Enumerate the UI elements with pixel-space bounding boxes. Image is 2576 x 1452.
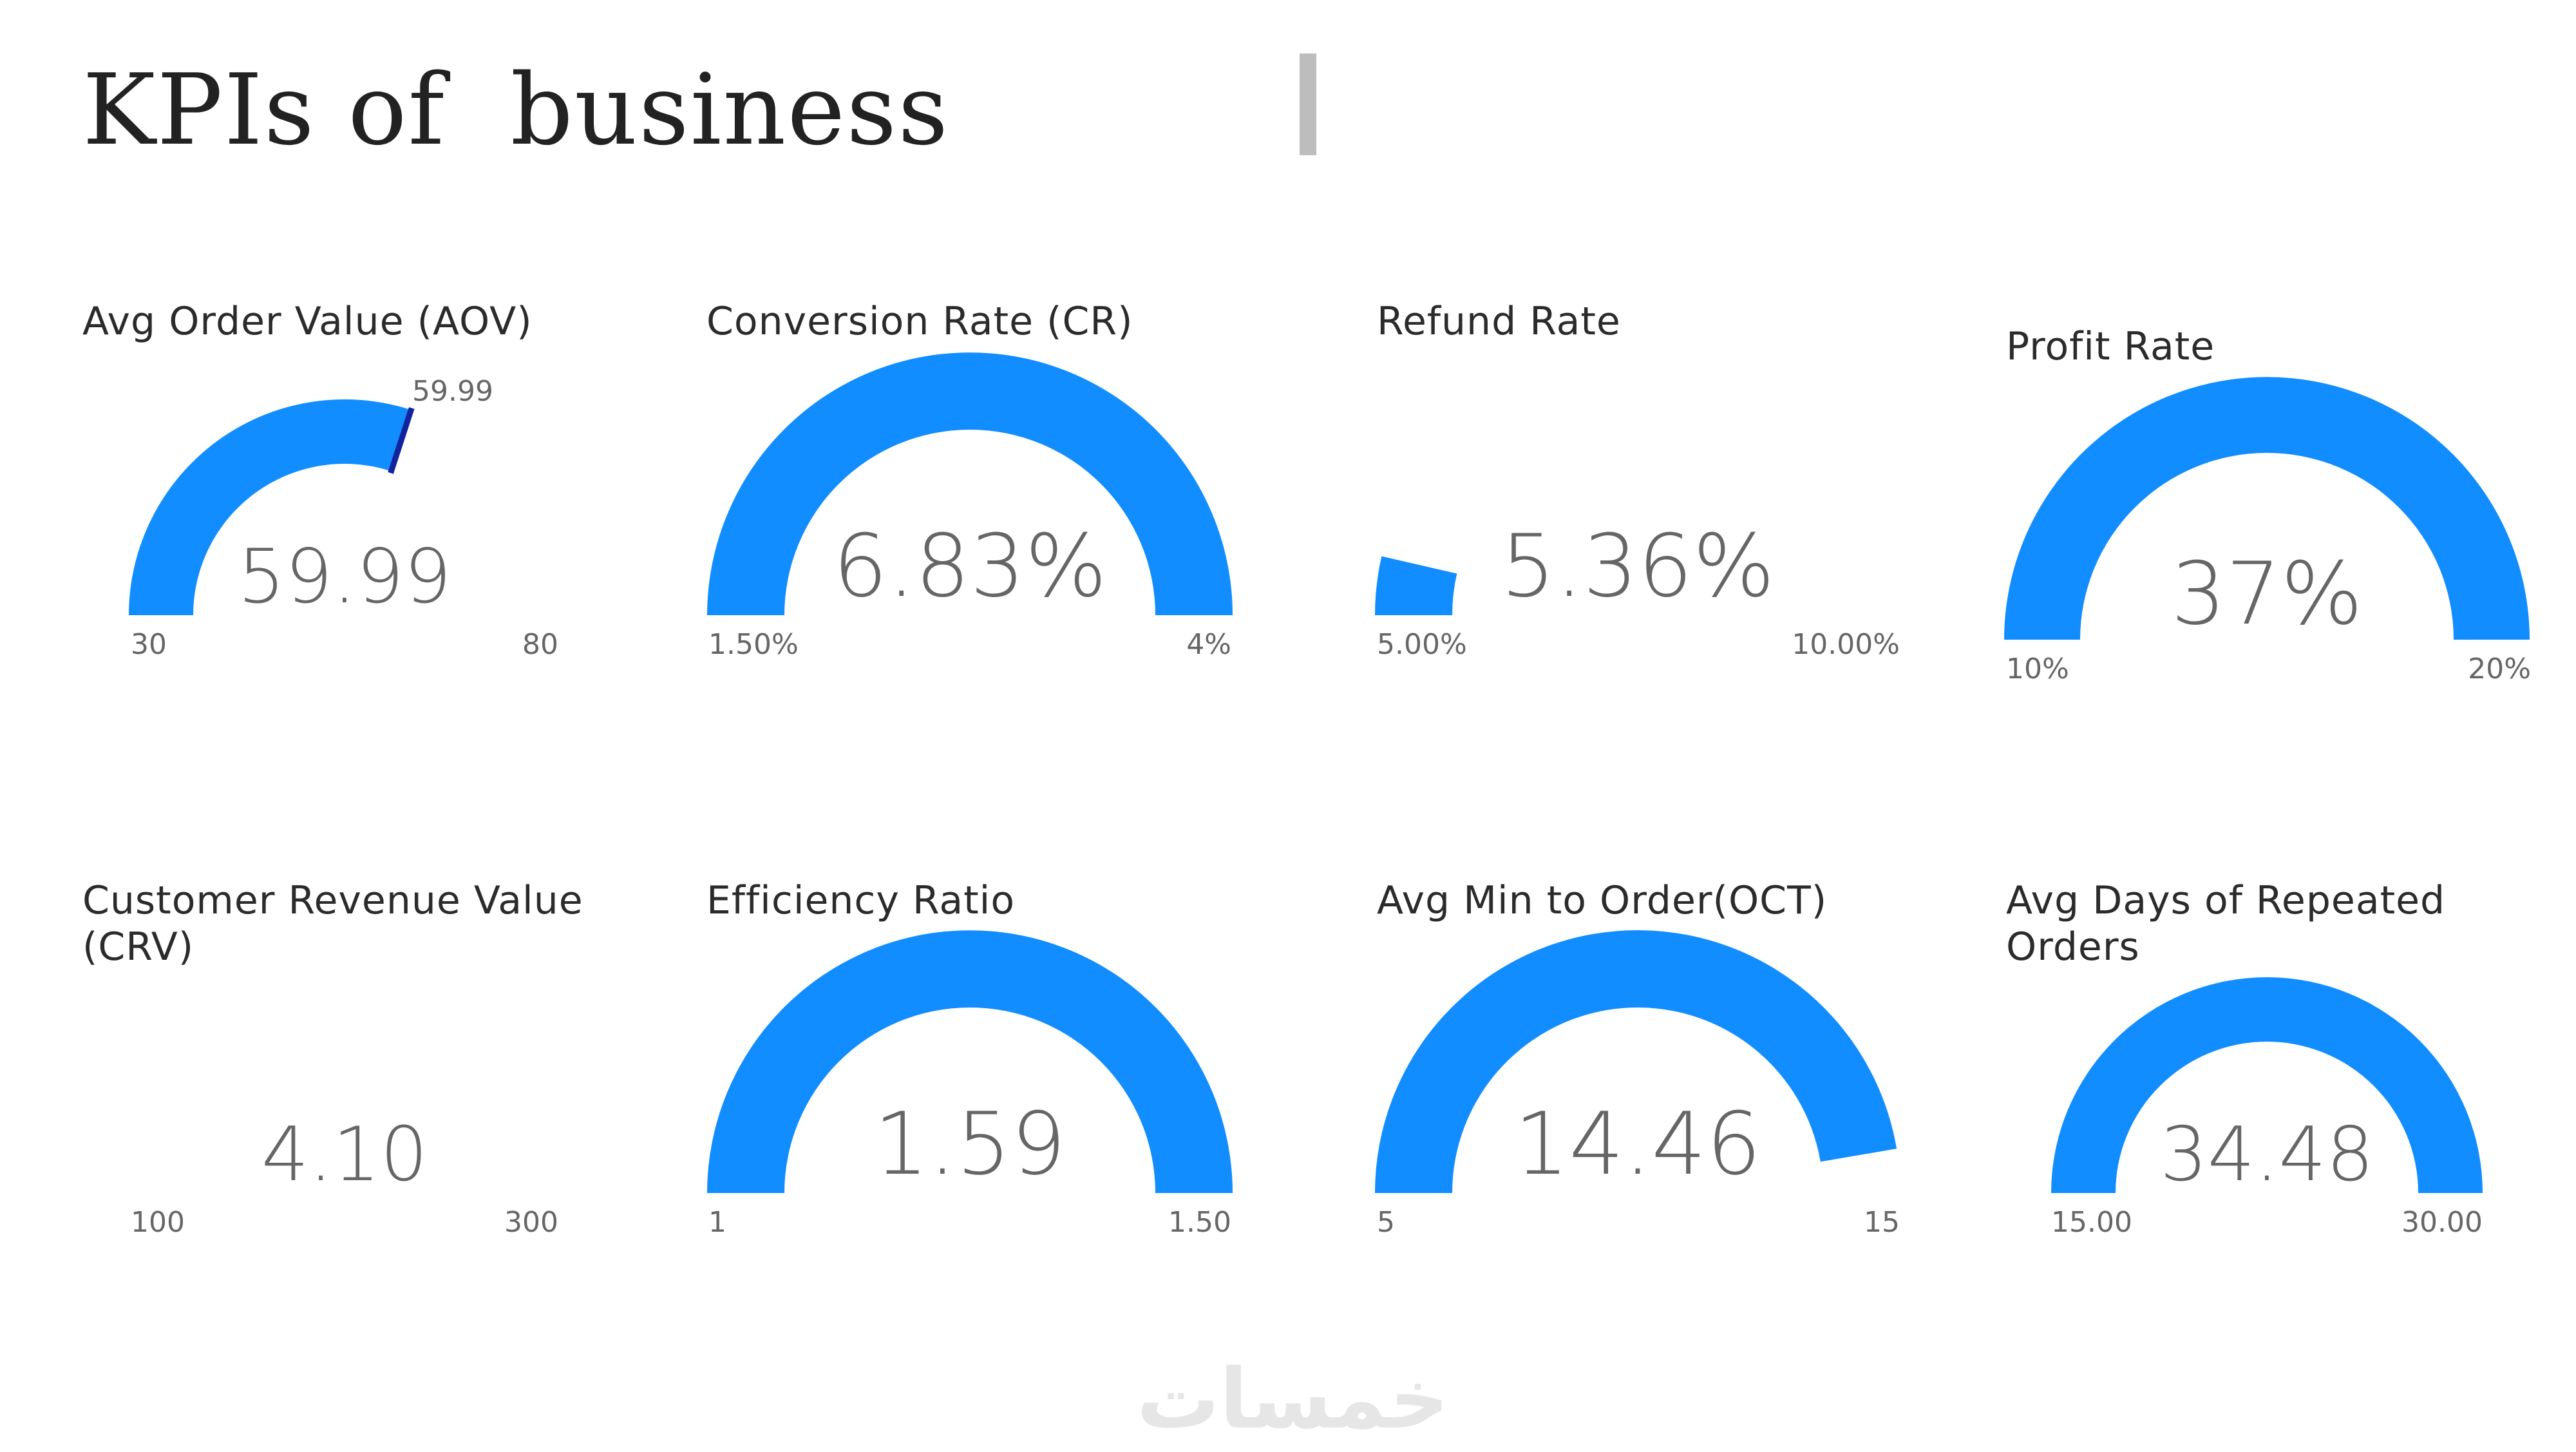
gauge-value-profit: 37%: [2171, 544, 2363, 644]
gauge-min-label-repeat: 15.00: [2051, 1206, 2132, 1239]
gauge-fill-aov: [129, 399, 412, 615]
gauge-max-label-profit: 20%: [2468, 653, 2531, 685]
gauge-max-label-repeat: 30.00: [2401, 1206, 2483, 1239]
gauge-max-label-cr: 4%: [1186, 628, 1231, 661]
gauge-title-crv: Customer Revenue Value (CRV): [82, 878, 583, 970]
gauge-cr: 6.83% 1.50% 4%: [707, 352, 1233, 661]
page-title: KPIs of business: [82, 53, 950, 167]
gauge-max-label-refund: 10.00%: [1792, 628, 1900, 661]
gauge-value-efficiency: 1.59: [874, 1094, 1066, 1194]
gauge-crv: 4.10 100 300: [131, 1111, 558, 1239]
gauge-repeat: 34.48 15.00 30.00: [2051, 977, 2483, 1239]
gauge-value-aov: 59.99: [238, 533, 451, 620]
title-divider: [1300, 53, 1316, 155]
gauge-max-label-aov: 80: [522, 628, 558, 661]
gauge-fill-efficiency: [707, 930, 1233, 1193]
gauge-oct: 14.46 5 15: [1375, 930, 1900, 1239]
gauge-max-label-oct: 15: [1864, 1206, 1900, 1239]
gauge-title-repeat: Avg Days of Repeated Orders: [2006, 878, 2446, 970]
gauge-profit: 37% 10% 20%: [2004, 377, 2531, 685]
gauge-fill-cr: [707, 352, 1233, 615]
gauge-fill-repeat: [2051, 977, 2483, 1193]
gauge-value-cr: 6.83%: [833, 516, 1107, 616]
gauge-fill-refund: [1375, 556, 1457, 615]
gauge-title-profit: Profit Rate: [2006, 324, 2215, 369]
gauge-min-label-aov: 30: [131, 628, 167, 661]
gauge-title-refund: Refund Rate: [1377, 299, 1621, 344]
gauge-refund: 5.36% 5.00% 10.00%: [1375, 516, 1900, 661]
gauge-value-oct: 14.46: [1514, 1094, 1761, 1194]
gauge-title-efficiency: Efficiency Ratio: [706, 878, 1016, 923]
gauge-value-repeat: 34.48: [2160, 1111, 2374, 1198]
gauge-max-label-efficiency: 1.50: [1168, 1206, 1231, 1239]
gauge-value-refund: 5.36%: [1501, 516, 1775, 616]
gauge-min-label-cr: 1.50%: [708, 628, 799, 661]
gauge-target-label-aov: 59.99: [412, 375, 493, 408]
gauge-target-marker-aov: [388, 407, 415, 474]
gauge-efficiency: 1.59 1 1.50: [707, 930, 1233, 1239]
gauge-aov: 59.99 59.99 30 80: [129, 375, 558, 661]
gauge-value-crv: 4.10: [261, 1111, 428, 1198]
gauge-min-label-refund: 5.00%: [1377, 628, 1467, 661]
watermark-logo: خمسات: [1137, 1352, 1449, 1447]
gauge-min-label-efficiency: 1: [708, 1206, 726, 1239]
gauge-fill-profit: [2004, 377, 2530, 640]
gauge-min-label-profit: 10%: [2006, 653, 2069, 685]
gauge-max-label-crv: 300: [504, 1206, 558, 1239]
gauge-title-cr: Conversion Rate (CR): [706, 299, 1133, 344]
gauge-min-label-crv: 100: [131, 1206, 185, 1239]
gauge-fill-oct: [1375, 930, 1897, 1193]
gauge-title-oct: Avg Min to Order(OCT): [1377, 878, 1828, 923]
gauge-title-aov: Avg Order Value (AOV): [82, 299, 533, 344]
gauge-min-label-oct: 5: [1377, 1206, 1395, 1239]
